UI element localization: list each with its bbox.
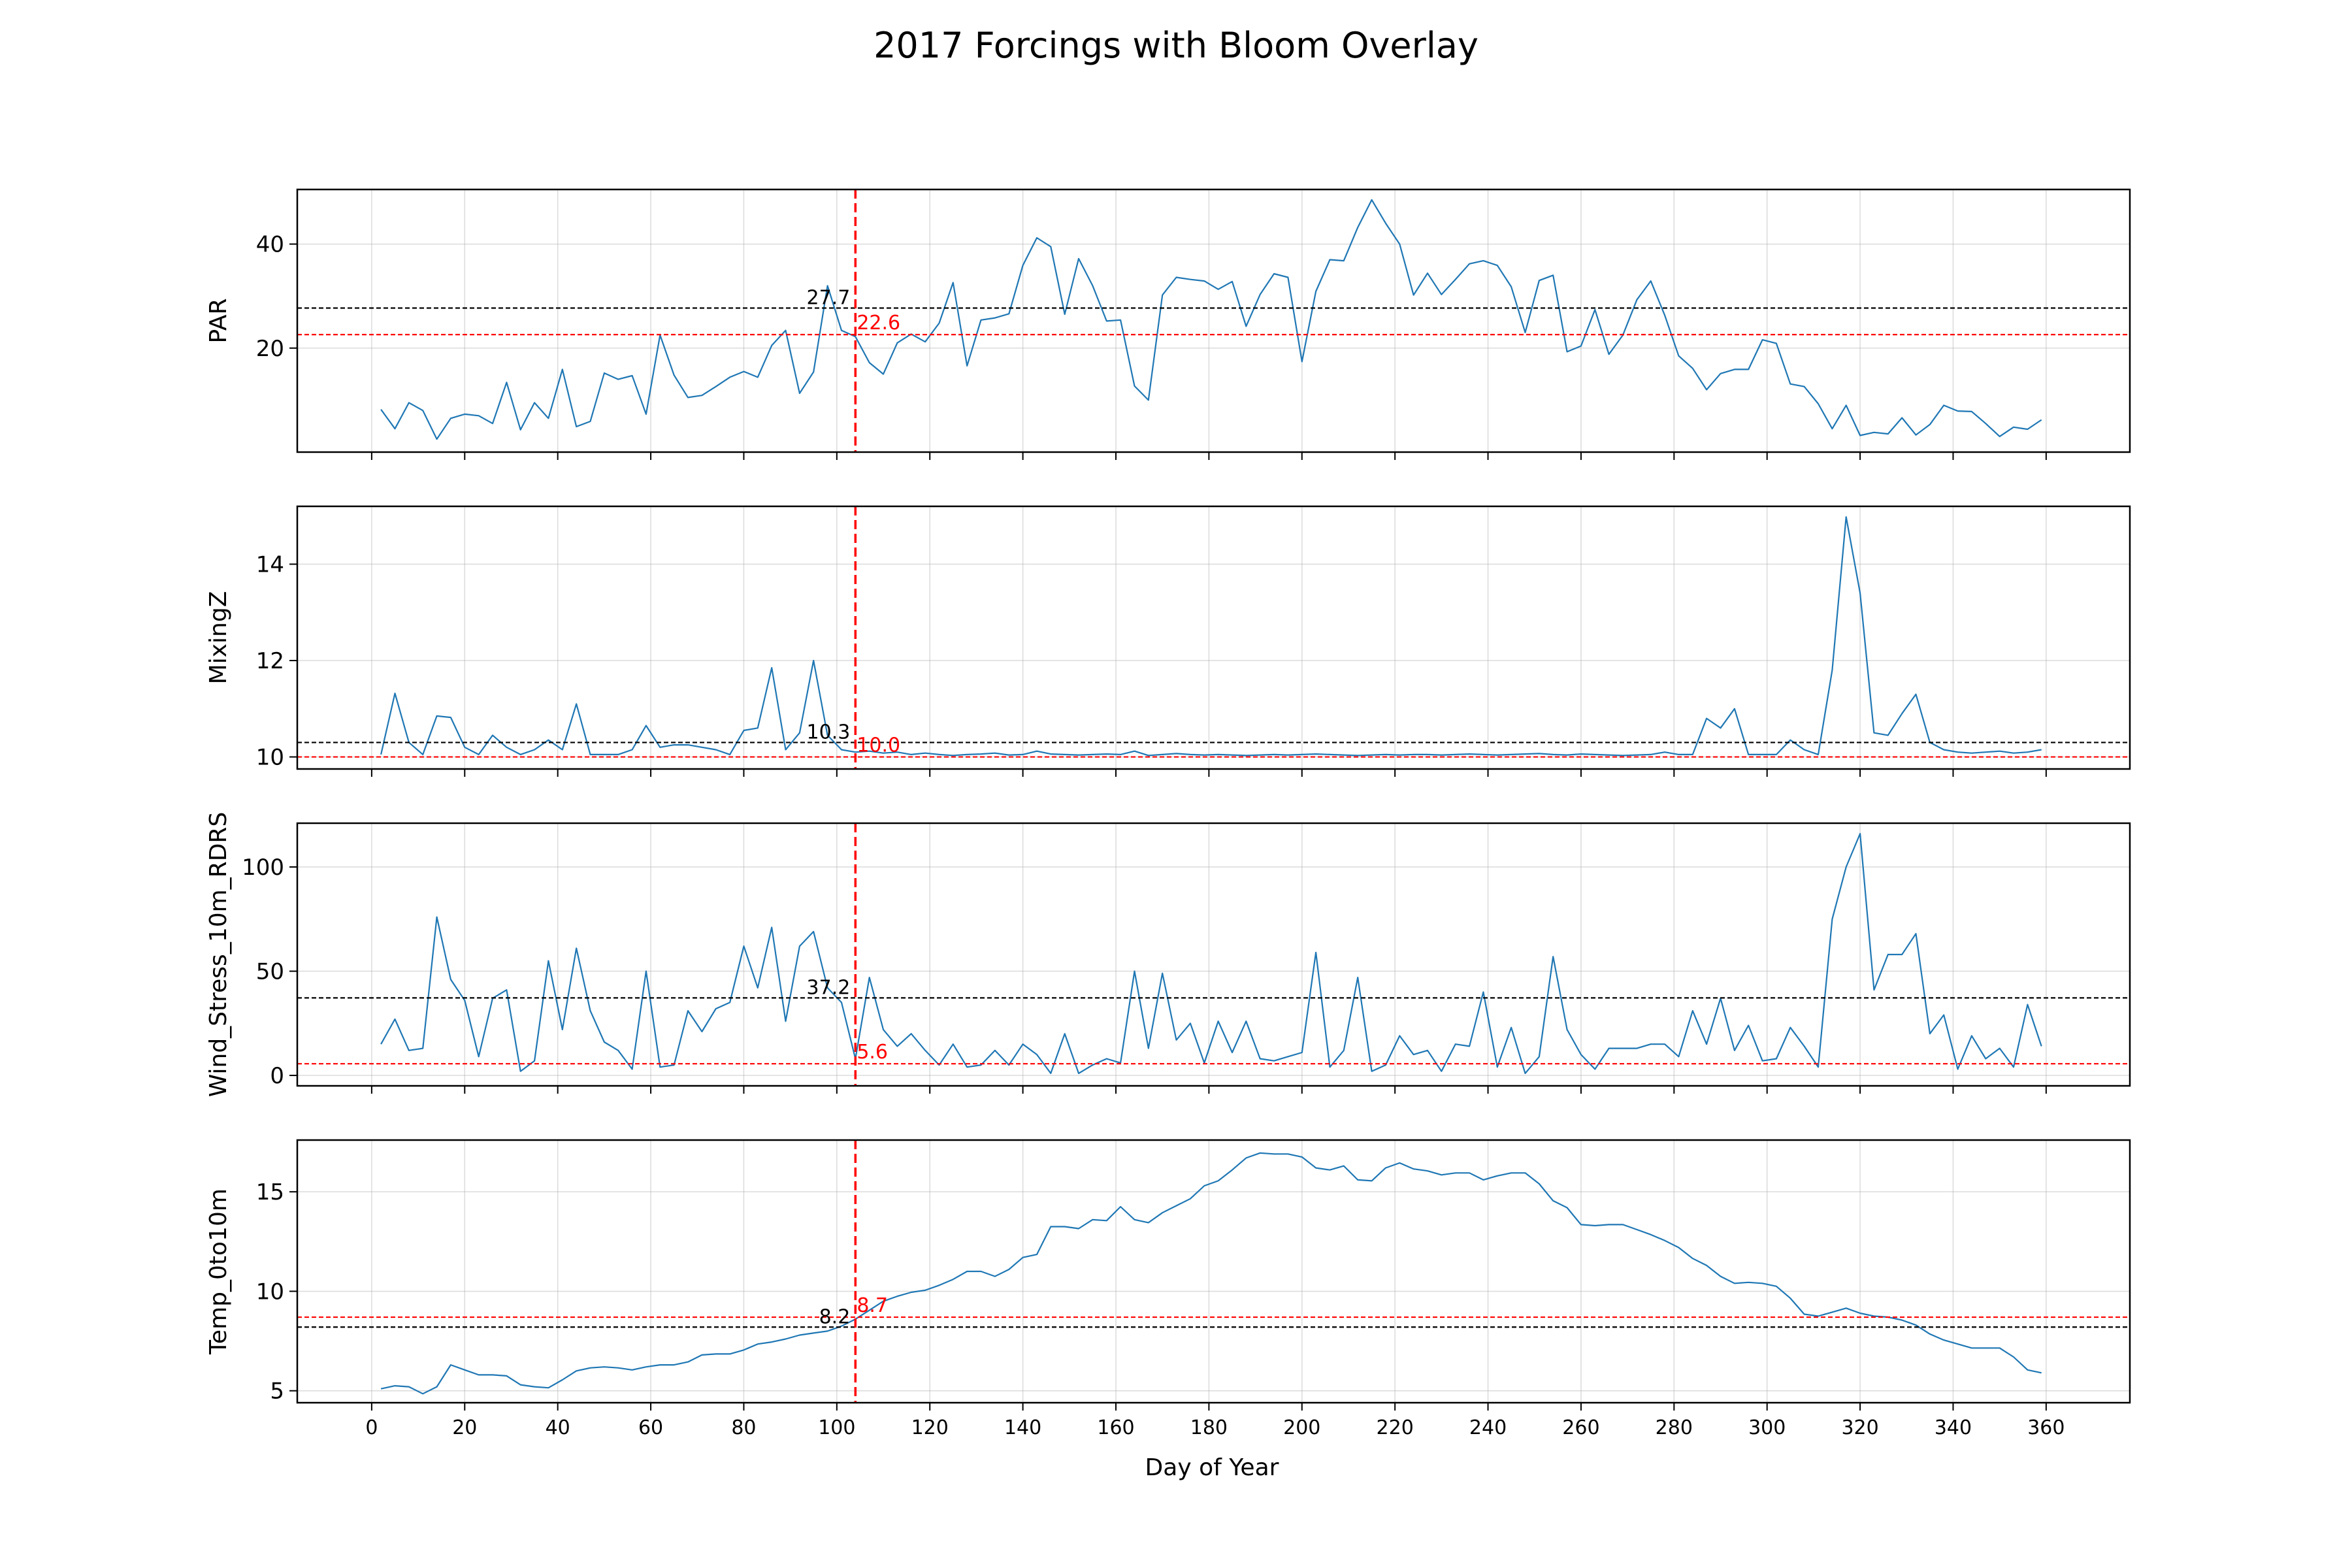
y-tick-label: 10 [256,1279,284,1305]
series-line [380,516,2042,757]
y-axis-label: Wind_Stress_10m_RDRS [205,812,232,1098]
series-line [380,199,2042,440]
y-tick-label: 0 [270,1063,284,1089]
subplot-4: 8.2 8.7 5 10 15 0 20 40 60 80 100 120 140 160 180 200 22… [205,1139,2131,1439]
y-axis-label: PAR [205,298,232,343]
subplot-3: 37.2 5.6 0 50 100 Wind_Stress_10m_RDRS [205,812,2131,1098]
x-tick-label: 360 [2027,1416,2065,1439]
x-tick-label: 200 [1283,1416,1320,1439]
black-line-label: 27.7 [807,286,851,309]
x-tick-label: 260 [1562,1416,1599,1439]
y-tick-label: 5 [270,1379,284,1405]
axes-frame [296,822,2131,1087]
y-tick-label: 14 [256,552,284,578]
x-tick-label: 100 [818,1416,855,1439]
series-line [380,1152,2042,1395]
y-axis-label: Temp_0to10m [205,1188,232,1355]
y-tick-label: 10 [256,745,284,771]
red-line-label: 10.0 [857,734,900,757]
x-tick-label: 40 [546,1416,570,1439]
y-tick-label: 12 [256,648,284,674]
figure-title: 2017 Forcings with Bloom Overlay [874,25,1478,66]
axes-frame [296,505,2131,770]
x-tick-label: 20 [452,1416,477,1439]
red-line-label: 5.6 [857,1041,888,1064]
x-tick-label: 340 [1935,1416,1972,1439]
red-line-label: 22.6 [857,312,900,335]
x-tick-label: 160 [1097,1416,1134,1439]
x-tick-label: 80 [731,1416,756,1439]
x-tick-label: 240 [1469,1416,1507,1439]
axes-frame [296,1139,2131,1404]
subplot-2: 10.3 10.0 10 12 14 MixingZ [205,505,2131,777]
y-axis-label: MixingZ [205,591,232,685]
subplot-container: 27.7 22.6 20 40 PAR 10.3 10.0 10 12 14 MixingZ 37.2… [205,188,2131,1439]
y-tick-label: 50 [256,959,284,985]
red-line-label: 8.7 [857,1294,888,1317]
x-tick-label: 180 [1190,1416,1228,1439]
series-line [380,832,2042,1075]
x-tick-label: 220 [1377,1416,1414,1439]
black-line-label: 37.2 [807,976,851,999]
x-tick-label: 0 [365,1416,378,1439]
y-tick-label: 20 [256,336,284,362]
y-tick-label: 100 [242,855,284,881]
x-tick-label: 320 [1841,1416,1878,1439]
axes-frame [296,188,2131,453]
x-tick-label: 120 [911,1416,949,1439]
x-tick-label: 140 [1004,1416,1041,1439]
x-tick-label: 280 [1656,1416,1693,1439]
black-line-label: 8.2 [819,1305,851,1328]
x-tick-label: 60 [638,1416,663,1439]
y-tick-label: 15 [256,1179,284,1205]
x-tick-label: 300 [1748,1416,1786,1439]
subplot-1: 27.7 22.6 20 40 PAR [205,188,2131,460]
x-axis-label: Day of Year [1145,1454,1279,1481]
y-tick-label: 40 [256,232,284,258]
black-line-label: 10.3 [807,721,851,743]
